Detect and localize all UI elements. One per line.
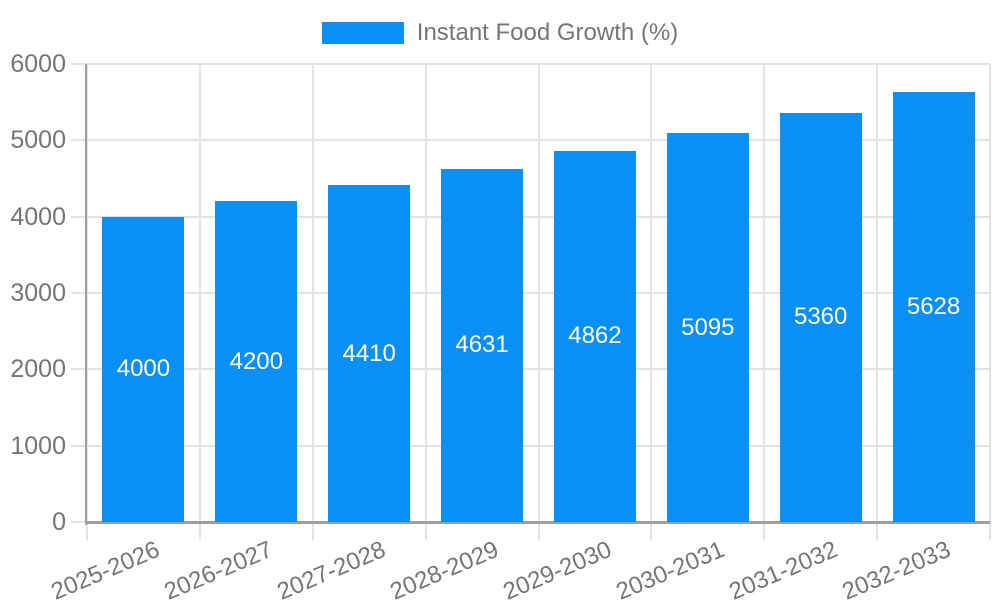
bar-value-label: 4631 [455,331,509,359]
y-tick-label: 2000 [10,355,66,384]
y-tick-label: 4000 [10,202,66,231]
legend: Instant Food Growth (%) [0,19,1000,47]
legend-label: Instant Food Growth (%) [416,19,679,46]
x-axis-line [85,521,990,524]
bar-value-label: 4200 [229,347,283,375]
bar: 5095 [666,133,749,522]
legend-swatch [321,22,404,44]
y-tick-label: 0 [52,508,66,536]
y-tick-label: 3000 [10,279,66,307]
gridline-horizontal [71,63,990,65]
gridline-horizontal [71,292,990,294]
gridline-vertical [650,64,653,540]
bar-value-label: 4862 [568,322,622,350]
bar: 5360 [779,112,862,522]
legend-item[interactable]: Instant Food Growth (%) [321,19,679,47]
gridline-vertical [311,64,314,540]
bar: 4200 [215,201,298,522]
gridline-vertical [989,64,991,540]
gridline-horizontal [71,139,990,142]
bar-value-label: 5628 [906,293,961,321]
bar-value-label: 5095 [681,313,735,341]
gridline-horizontal [71,444,990,447]
y-tick-label: 5000 [10,126,66,155]
gridline-vertical [86,64,88,540]
y-tick-label: 6000 [10,50,66,78]
bar: 4410 [328,185,411,522]
bar: 4000 [102,216,185,522]
gridline-vertical [763,64,766,540]
gridline-vertical [424,64,427,540]
bar-value-label: 4000 [116,355,171,383]
bar: 5628 [892,92,975,522]
bar-value-label: 5360 [793,303,848,331]
bar: 4862 [553,150,636,522]
gridline-vertical [876,64,879,540]
bar: 4631 [441,168,524,522]
gridline-vertical [198,64,201,540]
y-tick-label: 1000 [10,431,66,460]
bar-value-label: 4410 [342,339,396,367]
gridline-vertical [537,64,540,540]
y-axis-line [85,64,87,525]
gridline-horizontal [71,368,990,371]
gridline-horizontal [71,215,990,218]
